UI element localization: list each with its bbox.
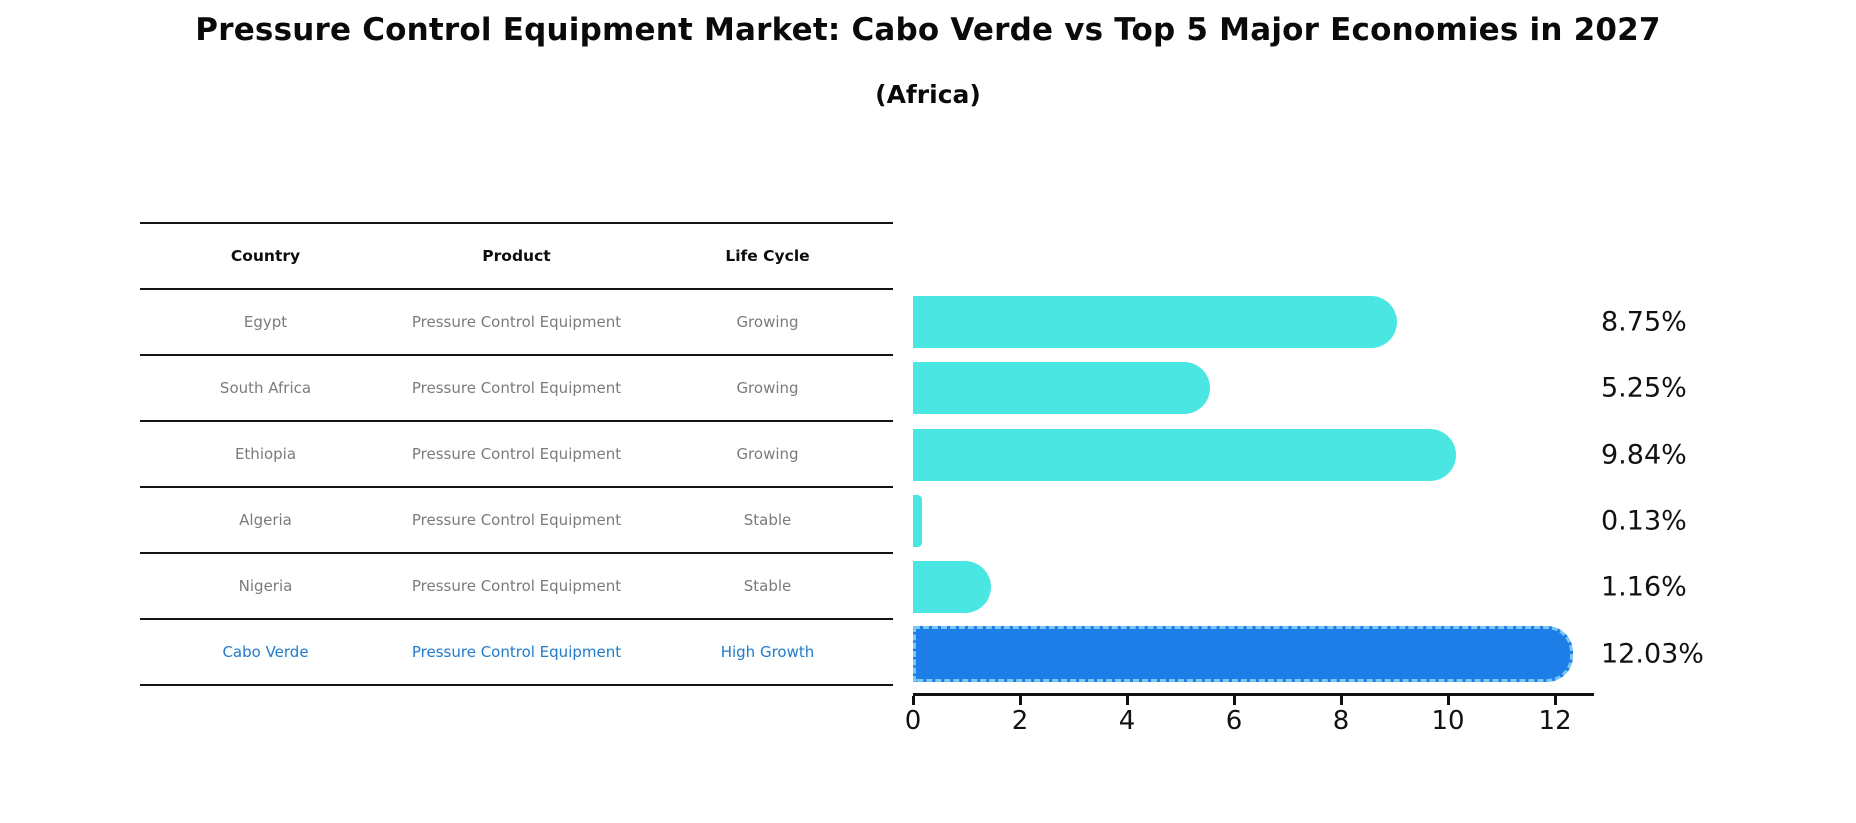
country-cell: Algeria: [140, 487, 391, 554]
column-header-life-cycle: Life Cycle: [642, 223, 893, 290]
product-cell: Pressure Control Equipment: [391, 421, 642, 488]
product-cell: Pressure Control Equipment: [411, 643, 622, 661]
value-label: 0.13%: [1601, 505, 1687, 537]
bar-algeria: [913, 495, 922, 548]
product-cell: Pressure Control Equipment: [391, 553, 642, 620]
x-tick-label: 0: [904, 706, 922, 736]
x-tick-label: 2: [1011, 706, 1029, 736]
table-row-cabo-verde: Cabo Verde Pressure Control Equipment Hi…: [140, 619, 893, 685]
life-cycle-cell: Growing: [642, 421, 893, 488]
product-cell: Pressure Control Equipment: [391, 487, 642, 554]
country-cell: Ethiopia: [140, 421, 391, 488]
column-header-product: Product: [391, 223, 642, 290]
x-tick-label: 12: [1538, 706, 1572, 736]
x-tick-label: 8: [1332, 706, 1350, 736]
product-cell: Pressure Control Equipment: [391, 289, 642, 356]
product-cell: Pressure Control Equipment: [391, 355, 642, 422]
country-cell: South Africa: [140, 355, 391, 422]
x-tick-label: 6: [1225, 706, 1243, 736]
life-cycle-cell: Growing: [642, 289, 893, 356]
chart-bar-row: 9.84%: [913, 422, 1687, 488]
table-row: Ethiopia Pressure Control Equipment Grow…: [140, 421, 893, 488]
x-tick-mark: [1019, 696, 1022, 705]
bar-egypt: [913, 296, 1398, 349]
table-row: Nigeria Pressure Control Equipment Stabl…: [140, 553, 893, 620]
x-tick-label: 10: [1431, 706, 1465, 736]
value-label: 12.03%: [1601, 638, 1704, 670]
country-cell: Egypt: [140, 289, 391, 356]
life-cycle-cell: Stable: [642, 553, 893, 620]
value-label: 1.16%: [1601, 571, 1687, 603]
chart-bar-row: 1.16%: [913, 554, 1687, 620]
x-tick-mark: [1447, 696, 1451, 705]
x-axis: [913, 693, 1594, 696]
value-label: 8.75%: [1601, 306, 1687, 338]
bar-chart: 8.75% 5.25% 9.84% 0.13% 1.16% 12.03%: [913, 289, 1704, 687]
chart-bar-row: 8.75%: [913, 289, 1687, 355]
table-row: South Africa Pressure Control Equipment …: [140, 355, 893, 422]
x-tick-mark: [1340, 696, 1344, 705]
life-cycle-cell: Growing: [642, 355, 893, 422]
x-tick-mark: [1126, 696, 1130, 705]
table-header-row: Country Product Life Cycle: [140, 223, 893, 290]
bar-ethiopia: [913, 428, 1456, 481]
country-table: Country Product Life Cycle Egypt Pressur…: [140, 222, 893, 686]
chart-title: Pressure Control Equipment Market: Cabo …: [195, 12, 1661, 48]
x-tick-mark: [912, 696, 915, 705]
chart-bar-row: 5.25%: [913, 355, 1687, 421]
value-label: 5.25%: [1601, 372, 1687, 404]
chart-subtitle: (Africa): [875, 80, 981, 109]
life-cycle-cell: High Growth: [720, 643, 815, 661]
chart-bar-row: 12.03%: [913, 621, 1704, 687]
life-cycle-cell: Stable: [642, 487, 893, 554]
country-cell: Cabo Verde: [222, 643, 309, 661]
chart-bar-row: 0.13%: [913, 488, 1687, 554]
bar-cabo-verde: [913, 625, 1573, 682]
bar-nigeria: [913, 561, 992, 614]
x-tick-mark: [1233, 696, 1237, 705]
table-row: Algeria Pressure Control Equipment Stabl…: [140, 487, 893, 554]
bar-south-africa: [913, 362, 1210, 415]
x-tick-mark: [1554, 696, 1558, 705]
x-tick-label: 4: [1118, 706, 1136, 736]
value-label: 9.84%: [1601, 439, 1687, 471]
column-header-country: Country: [140, 223, 391, 290]
table-row: Egypt Pressure Control Equipment Growing: [140, 289, 893, 356]
country-cell: Nigeria: [140, 553, 391, 620]
